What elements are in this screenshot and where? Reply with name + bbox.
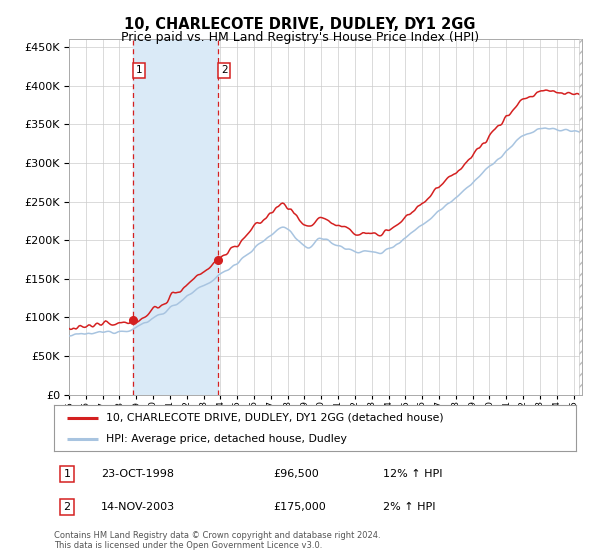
Text: HPI: Average price, detached house, Dudley: HPI: Average price, detached house, Dudl… <box>106 435 347 444</box>
Text: 10, CHARLECOTE DRIVE, DUDLEY, DY1 2GG (detached house): 10, CHARLECOTE DRIVE, DUDLEY, DY1 2GG (d… <box>106 413 444 423</box>
Bar <box>133 39 218 395</box>
Text: 2% ↑ HPI: 2% ↑ HPI <box>383 502 436 512</box>
Text: Contains HM Land Registry data © Crown copyright and database right 2024.
This d: Contains HM Land Registry data © Crown c… <box>54 530 380 550</box>
Text: 1: 1 <box>136 65 142 75</box>
Text: £96,500: £96,500 <box>273 469 319 479</box>
Text: 2: 2 <box>221 65 227 75</box>
Text: 14-NOV-2003: 14-NOV-2003 <box>101 502 175 512</box>
Text: Price paid vs. HM Land Registry's House Price Index (HPI): Price paid vs. HM Land Registry's House … <box>121 31 479 44</box>
Text: £175,000: £175,000 <box>273 502 326 512</box>
Text: 10, CHARLECOTE DRIVE, DUDLEY, DY1 2GG: 10, CHARLECOTE DRIVE, DUDLEY, DY1 2GG <box>124 17 476 32</box>
Text: 1: 1 <box>64 469 71 479</box>
Text: 23-OCT-1998: 23-OCT-1998 <box>101 469 174 479</box>
Text: 12% ↑ HPI: 12% ↑ HPI <box>383 469 442 479</box>
Text: 2: 2 <box>64 502 71 512</box>
